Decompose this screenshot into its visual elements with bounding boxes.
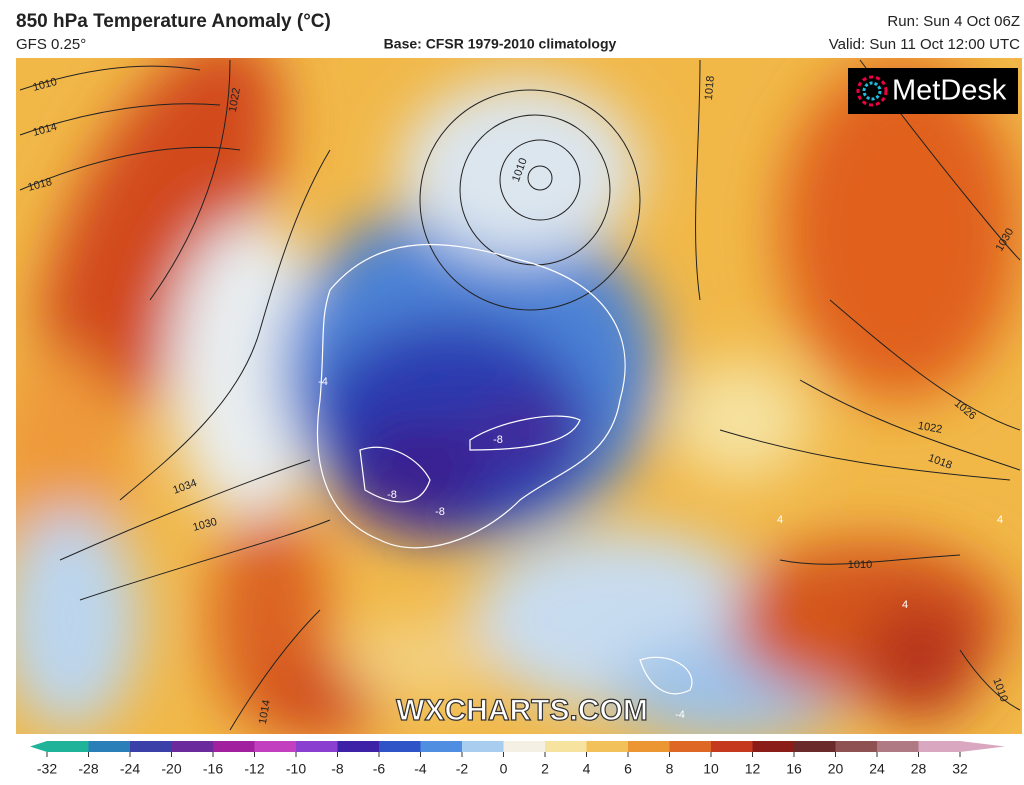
colorbar-segment (877, 741, 919, 752)
colorbar-tick-label: 4 (583, 761, 591, 777)
colorbar-segment (130, 741, 172, 752)
colorbar-tick-label: -6 (373, 761, 386, 777)
colorbar-tick-label: 32 (952, 761, 968, 777)
colorbar-start-arrow (30, 741, 47, 752)
isobar-label: 1022 (917, 420, 943, 436)
run: Run: Sun 4 Oct 06Z (887, 13, 1020, 30)
colorbar-segment (752, 741, 795, 752)
colorbar-segment (420, 741, 463, 752)
colorbar-tick-label: -4 (414, 761, 427, 777)
colorbar-segment (88, 741, 131, 752)
colorbar-tick-label: -20 (161, 761, 181, 777)
colorbar-segment (254, 741, 297, 752)
colorbar-tick-label: -24 (120, 761, 140, 777)
colorbar-tick-label: 10 (703, 761, 719, 777)
colorbar-tick-label: 28 (911, 761, 927, 777)
colorbar-tick-label: 8 (666, 761, 674, 777)
colorbar-segment (545, 741, 587, 752)
colorbar-tick-label: -10 (286, 761, 306, 777)
colorbar-tick-label: -12 (244, 761, 264, 777)
colorbar-segment (918, 741, 961, 752)
colorbar-segment (835, 741, 878, 752)
colorbar-segment (379, 741, 421, 752)
colorbar-segment (628, 741, 670, 752)
colorbar-tick-label: 2 (541, 761, 549, 777)
base: Base: CFSR 1979-2010 climatology (384, 36, 617, 52)
colorbar: -32 -28 -24 -20 -16 -12 -10 -8 -6 -4 -2 0 2 4 6 8 10 12 16… (30, 741, 1005, 777)
model: GFS 0.25° (16, 36, 86, 53)
anomaly-contours (316, 244, 693, 695)
valid: Valid: Sun 11 Oct 12:00 UTC (829, 36, 1020, 53)
colorbar-tick-label: -8 (331, 761, 344, 777)
anomaly-label: -4 (675, 709, 685, 721)
colorbar-segment (213, 741, 255, 752)
colorbar-segment (296, 741, 338, 752)
colorbar-tick-label: -2 (456, 761, 469, 777)
isobar-label: 1018 (703, 75, 717, 100)
colorbar-segment (503, 741, 546, 752)
title: 850 hPa Temperature Anomaly (°C) (16, 11, 331, 32)
colorbar-tick-label: 20 (828, 761, 844, 777)
colorbar-segment (711, 741, 753, 752)
anomaly-label: -4 (318, 376, 328, 388)
colorbar-tick-label: 6 (624, 761, 632, 777)
colorbar-tick-label: 0 (500, 761, 508, 777)
watermark: WXCHARTS.COM (396, 694, 648, 727)
isobar-label: 1010 (848, 559, 872, 571)
anomaly-label: 4 (902, 599, 908, 611)
anomaly-label: 4 (997, 514, 1003, 526)
colorbar-segment (794, 741, 836, 752)
anomaly-label: -8 (493, 434, 503, 446)
anomaly-label: -8 (387, 489, 397, 501)
colorbar-segment (337, 741, 380, 752)
anomaly-field (16, 58, 1020, 734)
colorbar-segment (47, 741, 89, 752)
colorbar-end-arrow (960, 741, 1005, 752)
colorbar-tick-label: 12 (745, 761, 761, 777)
colorbar-tick-label: -28 (78, 761, 98, 777)
colorbar-tick-label: 24 (869, 761, 885, 777)
colorbar-segment (462, 741, 504, 752)
colorbar-segment (586, 741, 629, 752)
anomaly-label: 4 (777, 514, 783, 526)
anomaly-label: -8 (435, 506, 445, 518)
logo-icon (856, 75, 888, 107)
colorbar-tick-label: -16 (203, 761, 223, 777)
colorbar-tick-label: 16 (786, 761, 802, 777)
isobar-label: 1022 (227, 87, 243, 113)
colorbar-segment (669, 741, 712, 752)
colorbar-tick-label: -32 (37, 761, 57, 777)
logo-text: MetDesk (892, 75, 1007, 107)
colorbar-segment (171, 741, 214, 752)
isobar-label: 1014 (257, 699, 273, 725)
logo-box (848, 68, 1018, 114)
map: MetDesk WXCHARTS.COM 1010101410181022103… (16, 58, 1022, 734)
